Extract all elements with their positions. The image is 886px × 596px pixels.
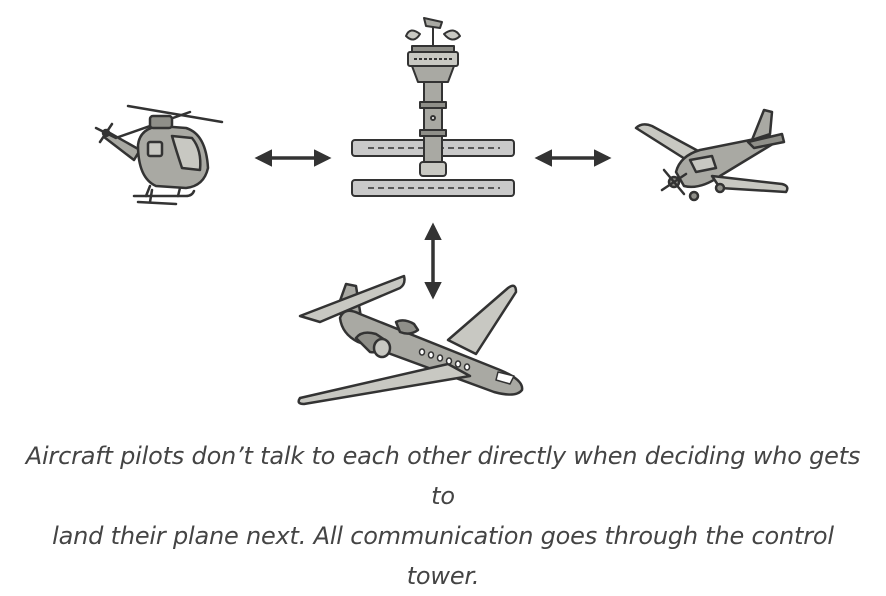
small-plane-icon bbox=[634, 108, 789, 202]
caption: Aircraft pilots don’t talk to each other… bbox=[20, 436, 866, 596]
mediator-diagram bbox=[94, 17, 789, 406]
caption-line-1: Aircraft pilots don’t talk to each other… bbox=[25, 442, 861, 510]
airliner-icon bbox=[297, 274, 524, 406]
control-tower-icon bbox=[351, 17, 515, 197]
caption-line-2: land their plane next. All communication… bbox=[52, 522, 834, 590]
helicopter-icon bbox=[94, 104, 224, 206]
